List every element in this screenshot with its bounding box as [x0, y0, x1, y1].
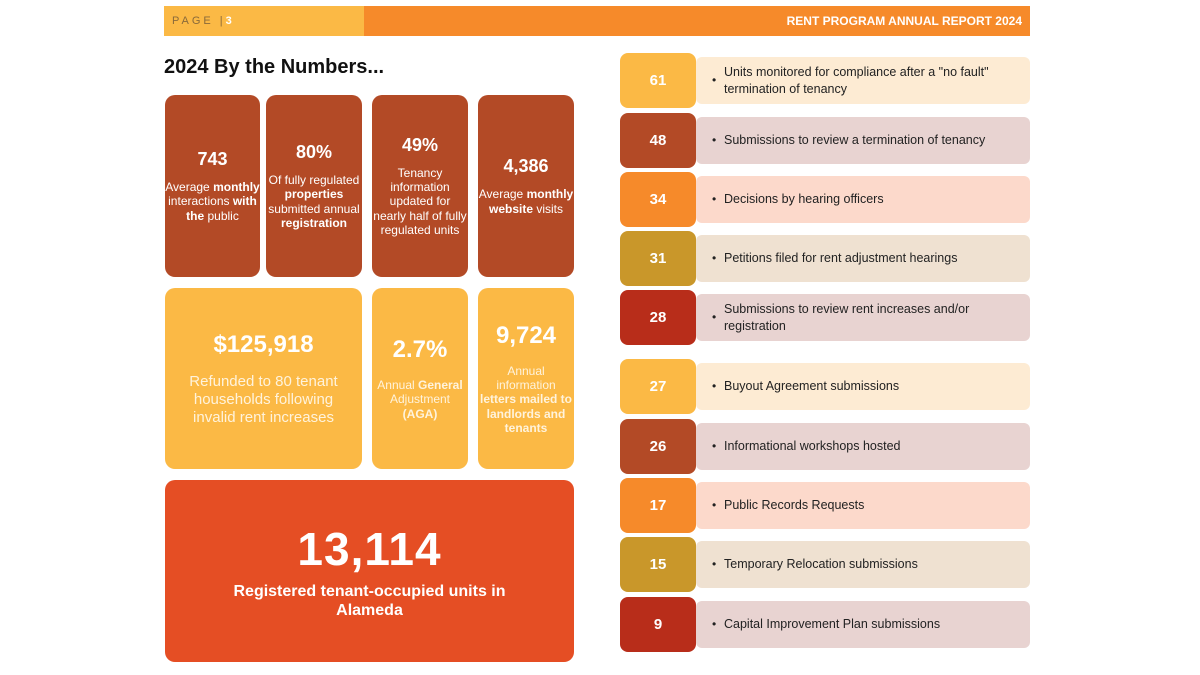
stat-row: 34 Decisions by hearing officers [620, 172, 1030, 227]
stat-label: Buyout Agreement submissions [696, 363, 1030, 410]
stat-label-text: Capital Improvement Plan submissions [724, 617, 941, 632]
tile-description: Average monthly website visits [478, 187, 574, 216]
section-title: 2024 By the Numbers... [164, 56, 385, 78]
stat-label: Decisions by hearing officers [696, 176, 1030, 223]
stat-label-text: Units monitored for compliance after a "… [724, 65, 989, 96]
tile-description: Annual General Adjustment (AGA) [377, 377, 463, 421]
stat-label: Units monitored for compliance after a "… [696, 57, 1030, 104]
stat-tile-tenancy-info: 49% Tenancy information updated for near… [372, 95, 468, 277]
tile-description: Annual information letters mailed to lan… [479, 363, 573, 436]
stat-row: 15 Temporary Relocation submissions [620, 537, 1030, 592]
page-number: 3 [225, 15, 232, 27]
stat-label-text: Submissions to review a termination of t… [724, 133, 986, 148]
tile-value: 80% [295, 141, 333, 162]
page-label: PAGE | [172, 15, 226, 27]
stat-row: 28 Submissions to review rent increases a… [620, 290, 1030, 345]
tile-value: 4,386 [503, 156, 549, 177]
stat-label-text: Buyout Agreement submissions [724, 379, 900, 394]
stat-label-text: Temporary Relocation submissions [724, 557, 918, 572]
stat-tile-monthly-interactions: 743 Average monthly interactions with th… [165, 95, 260, 277]
stat-row: 9 Capital Improvement Plan submissions [620, 597, 1030, 652]
stat-row: 27 Buyout Agreement submissions [620, 359, 1030, 414]
page-indicator: PAGE | 3 [164, 6, 364, 36]
tile-description: Of fully regulated properties submitted … [268, 172, 360, 230]
report-title: RENT PROGRAM ANNUAL REPORT 2024 [364, 6, 1030, 36]
stat-tile-refunds: $125,918 Refunded to 80 tenant household… [165, 288, 362, 469]
stat-value: 9 [620, 597, 696, 652]
stat-label-text: Petitions filed for rent adjustment hear… [724, 251, 958, 266]
tile-description: Tenancy information updated for nearly h… [373, 165, 467, 238]
stat-value: 61 [620, 53, 696, 108]
stat-row: 26 Informational workshops hosted [620, 419, 1030, 474]
stat-label: Public Records Requests [696, 482, 1030, 529]
stat-label-text: Submissions to review rent increases and… [724, 302, 970, 333]
stat-label-text: Decisions by hearing officers [724, 192, 884, 207]
stat-label: Temporary Relocation submissions [696, 541, 1030, 588]
stat-tile-aga: 2.7% Annual General Adjustment (AGA) [372, 288, 468, 469]
stat-value: 15 [620, 537, 696, 592]
stat-tile-registration-rate: 80% Of fully regulated properties submit… [266, 95, 362, 277]
report-header: PAGE | 3 RENT PROGRAM ANNUAL REPORT 2024 [164, 6, 1030, 36]
stat-row: 17 Public Records Requests [620, 478, 1030, 533]
stat-row: 61 Units monitored for compliance after a… [620, 53, 1030, 108]
tile-value: 2.7% [392, 335, 448, 363]
stat-row: 48 Submissions to review a termination of… [620, 113, 1030, 168]
stat-label-text: Informational workshops hosted [724, 439, 901, 454]
tile-value: 13,114 [297, 522, 442, 575]
stat-label: Informational workshops hosted [696, 423, 1030, 470]
stat-value: 31 [620, 231, 696, 286]
tile-description: Refunded to 80 tenant households followi… [189, 372, 338, 426]
stat-label: Capital Improvement Plan submissions [696, 601, 1030, 648]
tile-description: Registered tenant-occupied units in Alam… [233, 582, 506, 619]
stat-label-text: Public Records Requests [724, 498, 865, 513]
tile-value: 49% [401, 134, 439, 155]
stat-tile-letters: 9,724 Annual information letters mailed … [478, 288, 574, 469]
stat-label: Submissions to review a termination of t… [696, 117, 1030, 164]
stat-value: 27 [620, 359, 696, 414]
stat-value: 26 [620, 419, 696, 474]
stat-tile-website-visits: 4,386 Average monthly website visits [478, 95, 574, 277]
stat-value: 28 [620, 290, 696, 345]
stat-row: 31 Petitions filed for rent adjustment he… [620, 231, 1030, 286]
stat-label: Submissions to review rent increases and… [696, 294, 1030, 341]
stat-value: 17 [620, 478, 696, 533]
tile-value: $125,918 [213, 330, 314, 358]
tile-value: 9,724 [495, 321, 557, 349]
stat-value: 34 [620, 172, 696, 227]
stat-tile-registered-units: 13,114 Registered tenant-occupied units … [165, 480, 574, 662]
tile-value: 743 [197, 148, 228, 169]
stat-label: Petitions filed for rent adjustment hear… [696, 235, 1030, 282]
tile-description: Average monthly interactions with the pu… [165, 179, 260, 223]
stat-value: 48 [620, 113, 696, 168]
